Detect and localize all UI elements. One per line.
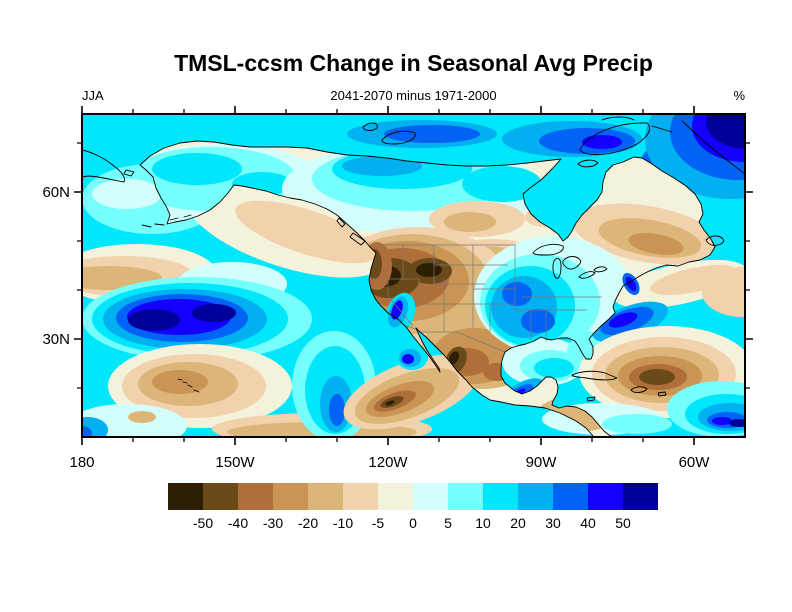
major-ticks [74,106,753,445]
colorbar-segment [308,483,343,510]
state-borders [370,244,602,353]
colorbar-segment [378,483,413,510]
colorbar-tick-label: -10 [332,515,354,531]
colorbar-segment [343,483,378,510]
period-label: 2041-2070 minus 1971-2000 [330,88,497,103]
y-axis-tick-label-60n: 60N [42,184,70,201]
colorbar-segment [483,483,518,510]
colorbar-segment [518,483,553,510]
colorbar-tick-label: 0 [409,515,417,531]
colorbar-segment [553,483,588,510]
colorbar-segment [273,483,308,510]
y-axis-tick-label-30n: 30N [42,331,70,348]
season-label: JJA [82,88,104,103]
minor-ticks [77,109,750,442]
colorbar-tick-label: -5 [371,515,385,531]
colorbar-segment [238,483,273,510]
x-axis-tick-label-180: 180 [69,454,95,471]
colorbar-tick-label: 40 [580,515,596,531]
colorbar-tick-label: 30 [545,515,561,531]
units-label: % [733,88,745,103]
colorbar-tick-label: -50 [192,515,214,531]
colorbar-segment [413,483,448,510]
colorbar-tick-label: 50 [615,515,631,531]
colorbar-tick-label: -40 [227,515,249,531]
plot-frame-and-ticks [74,106,753,445]
colorbar-tick-label: 10 [475,515,491,531]
x-axis-tick-label-90w: 90W [525,454,557,471]
colorbar-tick-label: -20 [297,515,319,531]
coastal-anomaly-spots [384,273,640,370]
colorbar-segment [588,483,623,510]
colorbar-segment [448,483,483,510]
colorbar-tick-label: 20 [510,515,526,531]
colorbar-labels: -50 -40 -30 -20 -10 -5 0 5 10 20 30 40 50 [168,515,658,533]
colorbar-segment [168,483,203,510]
colorbar-segment [623,483,658,510]
colorbar-tick-label: 5 [444,515,452,531]
map-plot-area [70,102,757,449]
colorbar-segment [203,483,238,510]
colorbar-tick-label: -30 [262,515,284,531]
ocean-anomaly-blobs [82,114,745,437]
x-axis-tick-label-120w: 120W [368,454,408,471]
plot-title: TMSL-ccsm Change in Seasonal Avg Precip [174,50,653,76]
x-axis-tick-label-60w: 60W [678,454,710,471]
coastlines [82,116,745,437]
colorbar [168,483,658,510]
x-axis-tick-label-150w: 150W [215,454,255,471]
precip-change-map [74,106,753,445]
